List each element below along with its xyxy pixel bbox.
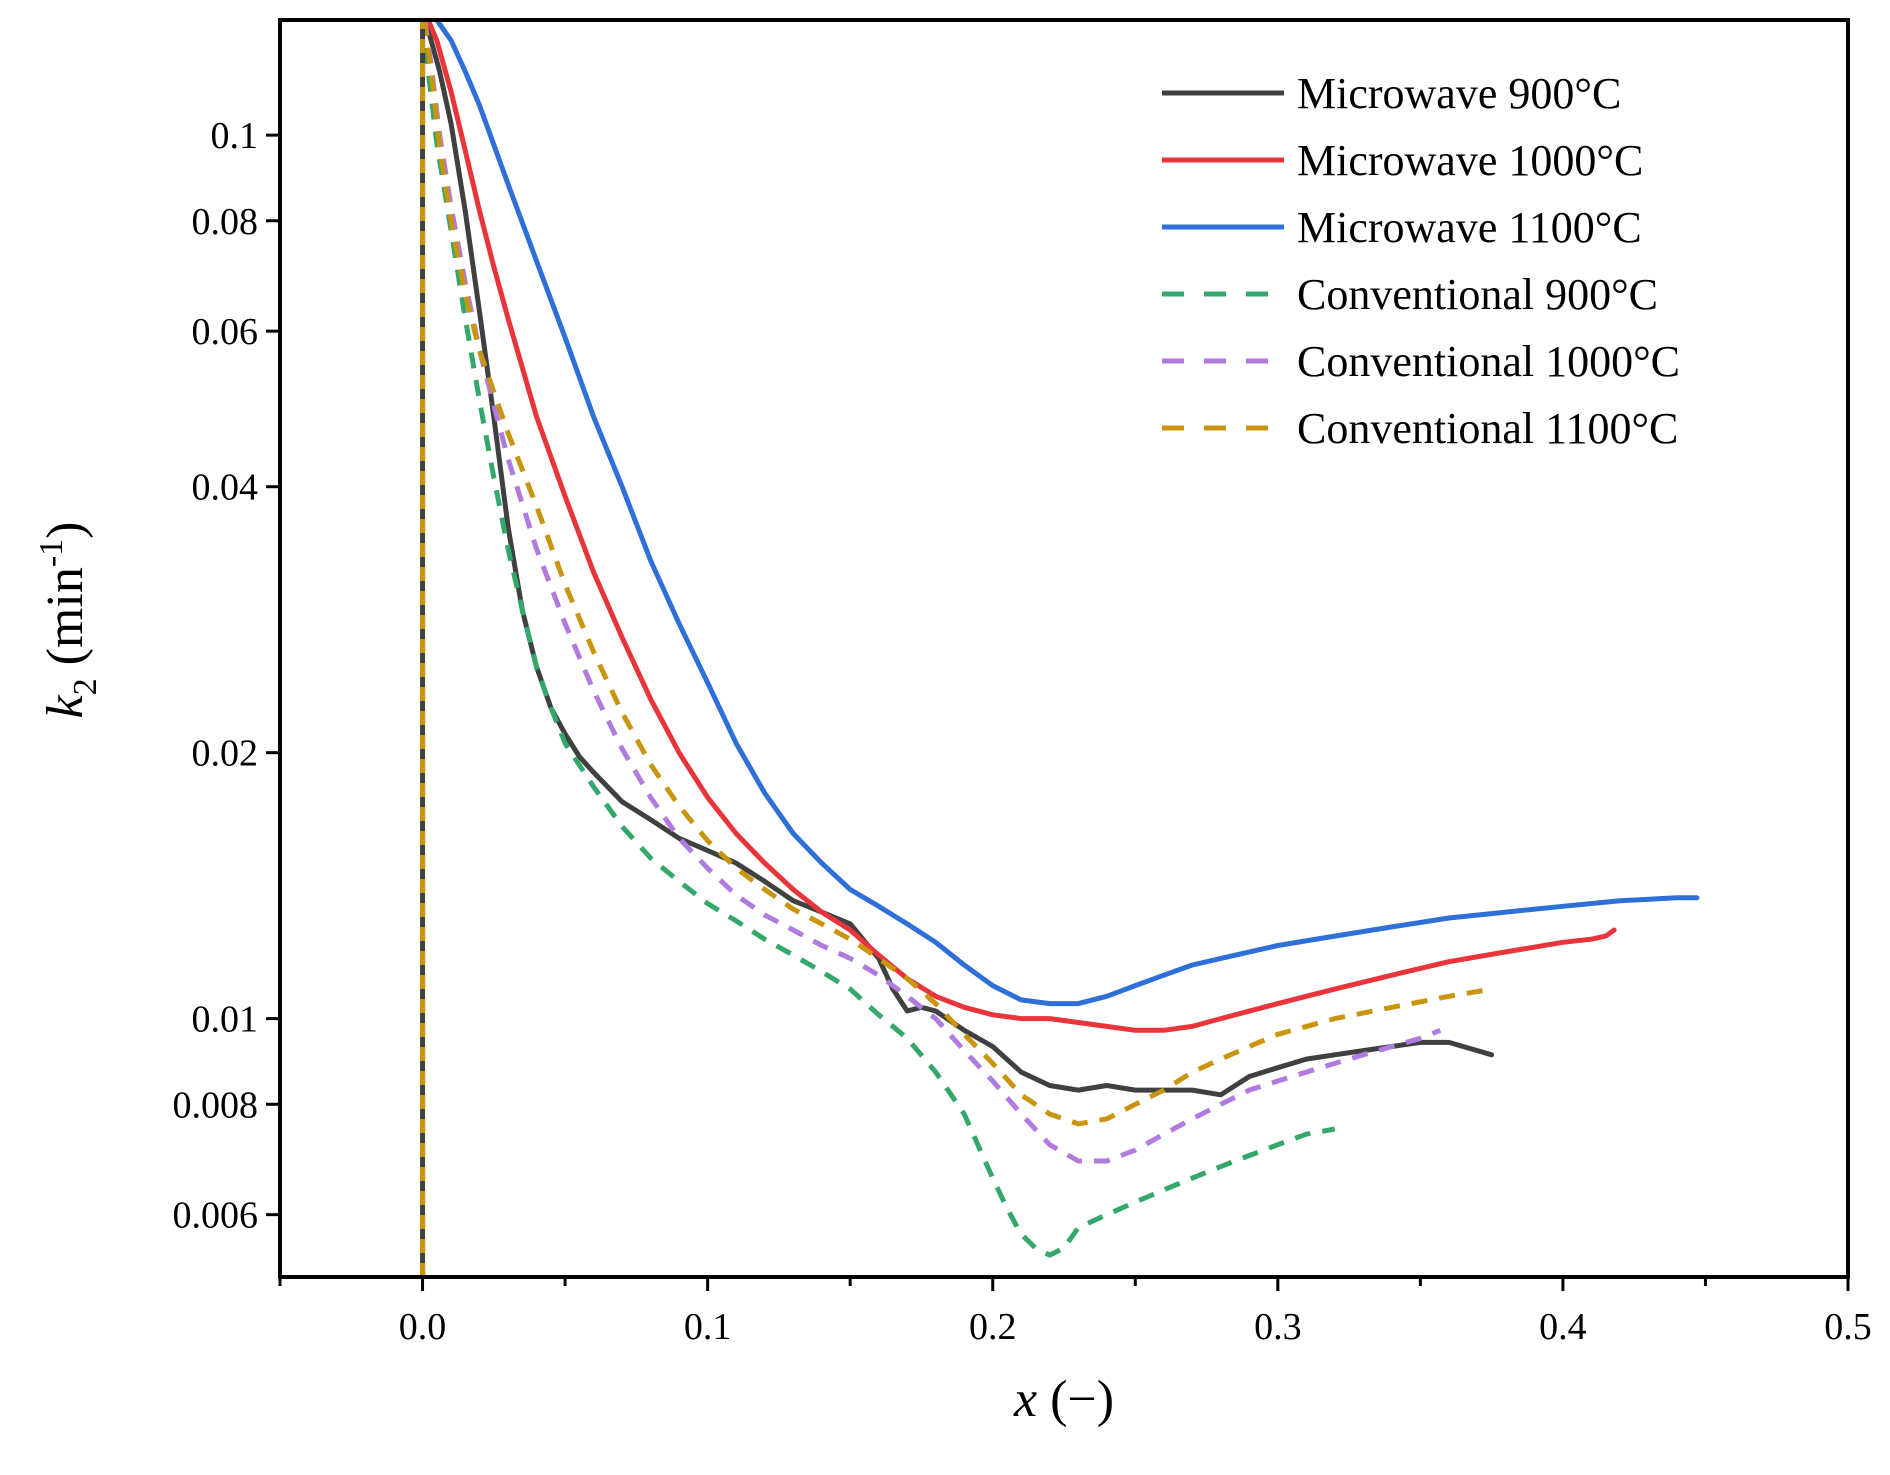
x-tick-label: 0.0 xyxy=(399,1306,447,1348)
legend-label: Microwave 1100°C xyxy=(1297,203,1642,252)
x-tick-label: 0.3 xyxy=(1254,1306,1302,1348)
series-line-3 xyxy=(434,20,1700,1007)
y-tick-label: 0.02 xyxy=(192,733,259,775)
legend-label: Conventional 900°C xyxy=(1297,270,1658,319)
y-axis: 0.1 0.08 0.06 0.04 0.02 0.01 0.008 0.006 xyxy=(173,115,280,1237)
y-tick-label: 0.08 xyxy=(192,201,259,243)
x-tick-label: 0.5 xyxy=(1824,1306,1872,1348)
y-tick-label: 0.06 xyxy=(192,311,259,353)
x-axis: 0.0 0.1 0.2 0.3 0.4 0.5 xyxy=(278,1277,1872,1348)
y-tick-label: 0.01 xyxy=(192,999,259,1041)
y-axis-label: k2 (min-1) xyxy=(33,522,104,719)
x-tick-label: 0.4 xyxy=(1539,1306,1587,1348)
x-axis-label-var: x xyxy=(1013,1371,1037,1428)
y-tick-label: 0.006 xyxy=(173,1195,259,1237)
y-tick-label: 0.008 xyxy=(173,1084,259,1126)
legend-label: Microwave 1000°C xyxy=(1297,136,1643,185)
plot-frame xyxy=(278,18,1850,1279)
x-tick-label: 0.2 xyxy=(969,1306,1017,1348)
series-line-5 xyxy=(422,20,1442,1164)
series-line-4 xyxy=(421,20,1336,1258)
y-axis-label-sup: -1 xyxy=(33,539,70,567)
y-tick-label: 0.04 xyxy=(192,467,259,509)
legend-label: Conventional 1100°C xyxy=(1297,404,1678,453)
x-axis-label: x (−) xyxy=(1013,1371,1114,1428)
y-axis-label-var: k xyxy=(37,694,94,718)
legend-label: Conventional 1000°C xyxy=(1297,337,1680,386)
y-axis-label-post: ) xyxy=(37,522,94,539)
y-axis-label-sub: 2 xyxy=(67,678,104,695)
y-axis-label-pre: (min xyxy=(37,567,94,678)
legend: Microwave 900°C Microwave 1000°C Microwave… xyxy=(1162,69,1680,453)
series-line-6 xyxy=(421,20,1493,1127)
series-layer xyxy=(420,20,1700,1277)
x-axis-label-unit: (−) xyxy=(1037,1371,1114,1428)
x-tick-label: 0.1 xyxy=(684,1306,732,1348)
legend-label: Microwave 900°C xyxy=(1297,69,1621,118)
y-tick-label: 0.1 xyxy=(211,115,259,157)
